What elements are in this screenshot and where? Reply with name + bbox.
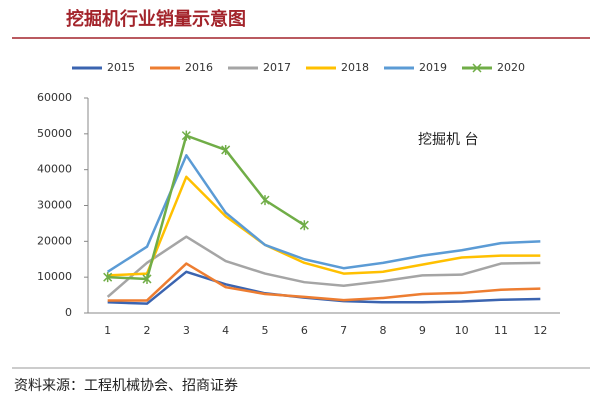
x-tick-label: 12 xyxy=(533,324,547,337)
chart-title: 挖掘机行业销量示意图 xyxy=(66,8,246,30)
x-tick-label: 7 xyxy=(340,324,347,337)
y-tick-label: 20000 xyxy=(37,234,72,247)
x-tick-label: 1 xyxy=(104,324,111,337)
x-tick-label: 3 xyxy=(183,324,190,337)
point-marker xyxy=(260,195,270,206)
source: 资料来源：工程机械协会、招商证券 xyxy=(14,378,238,394)
y-tick-label: 0 xyxy=(65,306,72,319)
legend-label: 2018 xyxy=(341,61,369,74)
x-tick-label: 2 xyxy=(144,324,151,337)
x-tick-label: 9 xyxy=(419,324,426,337)
x-tick-label: 6 xyxy=(301,324,308,337)
series-line xyxy=(107,175,541,277)
x-tick-label: 5 xyxy=(262,324,269,337)
legend-label: 2017 xyxy=(263,61,291,74)
legend-marker xyxy=(472,63,482,73)
legend-label: 2015 xyxy=(107,61,135,74)
legend-label: 2020 xyxy=(497,61,525,74)
series-line xyxy=(107,262,541,302)
x-tick-label: 10 xyxy=(455,324,469,337)
point-marker xyxy=(181,130,191,141)
series-line xyxy=(106,235,541,298)
point-marker xyxy=(299,220,309,231)
y-tick-label: 40000 xyxy=(37,163,72,176)
y-tick-label: 50000 xyxy=(37,127,72,140)
series-line xyxy=(107,134,306,281)
x-tick-label: 8 xyxy=(380,324,387,337)
x-tick-label: 11 xyxy=(494,324,508,337)
y-tick-label: 30000 xyxy=(37,199,72,212)
legend-label: 2016 xyxy=(185,61,213,74)
y-tick-label: 60000 xyxy=(37,91,72,104)
point-marker xyxy=(142,273,152,284)
annotation: 挖掘机 台 xyxy=(418,132,478,148)
y-tick-label: 10000 xyxy=(37,270,72,283)
legend-label: 2019 xyxy=(419,61,447,74)
series-line xyxy=(106,154,541,273)
x-tick-label: 4 xyxy=(222,324,229,337)
point-marker xyxy=(103,272,113,283)
point-marker xyxy=(221,144,231,155)
